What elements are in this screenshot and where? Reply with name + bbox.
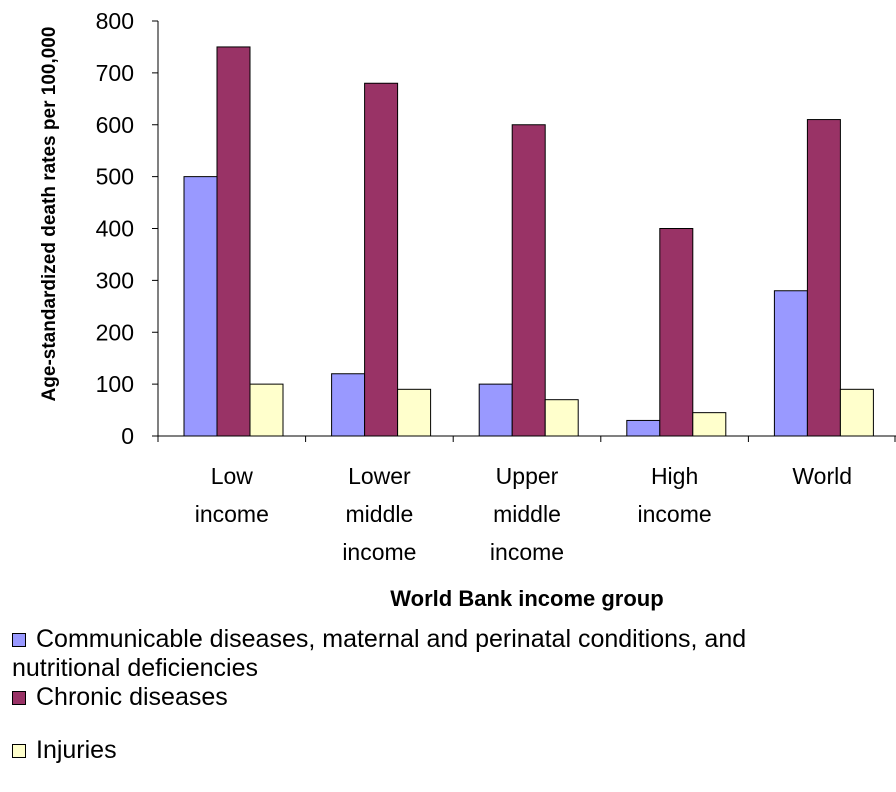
legend-swatch	[12, 691, 26, 705]
legend: Communicable diseases, maternal and peri…	[12, 625, 892, 765]
x-tick-label: World	[792, 463, 852, 489]
x-tick-label: High	[651, 463, 698, 489]
bar	[544, 399, 579, 437]
legend-item: Chronic diseases	[12, 683, 892, 712]
bar	[249, 383, 284, 437]
bar	[659, 228, 694, 437]
bar	[806, 119, 841, 437]
bar-chart-svg: 0 100 200 300 400 500 600 700 800 Low income Lower m…	[39, 8, 896, 611]
legend-label: Chronic diseases	[36, 683, 228, 711]
y-tick-label: 100	[96, 371, 134, 397]
legend-item: Communicable diseases, maternal and peri…	[12, 625, 892, 683]
y-tick-label: 400	[96, 216, 134, 242]
bar	[397, 388, 432, 437]
legend-label: Injuries	[36, 736, 117, 764]
y-tick-label: 300	[96, 267, 134, 293]
bar	[839, 388, 874, 437]
x-axis-title: World Bank income group	[390, 586, 663, 611]
y-axis-title: Age-standardized death rates per 100,000	[39, 27, 60, 402]
bar	[626, 419, 661, 437]
x-tick-label: income	[342, 539, 416, 565]
legend-swatch	[12, 744, 26, 758]
y-tick-label: 500	[96, 164, 134, 190]
bar	[216, 46, 251, 437]
x-tick-label: income	[638, 501, 712, 527]
y-tick-label: 800	[96, 8, 134, 34]
legend-item: Injuries	[12, 736, 892, 765]
x-tick-label: income	[195, 501, 269, 527]
legend-swatch	[12, 633, 26, 647]
x-tick-label: middle	[493, 501, 561, 527]
x-tick-label: Low	[211, 463, 254, 489]
bar	[511, 124, 546, 437]
y-tick-label: 700	[96, 60, 134, 86]
bar	[692, 412, 727, 437]
x-tick-label: middle	[346, 501, 414, 527]
x-tick-label: Lower	[348, 463, 411, 489]
y-tick-label: 600	[96, 112, 134, 138]
bar	[183, 176, 218, 437]
bar	[364, 82, 399, 437]
legend-label: nutritional deficiencies	[12, 654, 258, 682]
bar	[773, 290, 808, 437]
bar	[331, 373, 366, 437]
bar	[478, 383, 513, 437]
y-tick-label: 0	[121, 423, 134, 449]
x-tick-label: income	[490, 539, 564, 565]
y-tick-label: 200	[96, 319, 134, 345]
legend-label: Communicable diseases, maternal and peri…	[36, 625, 747, 653]
x-tick-label: Upper	[496, 463, 559, 489]
